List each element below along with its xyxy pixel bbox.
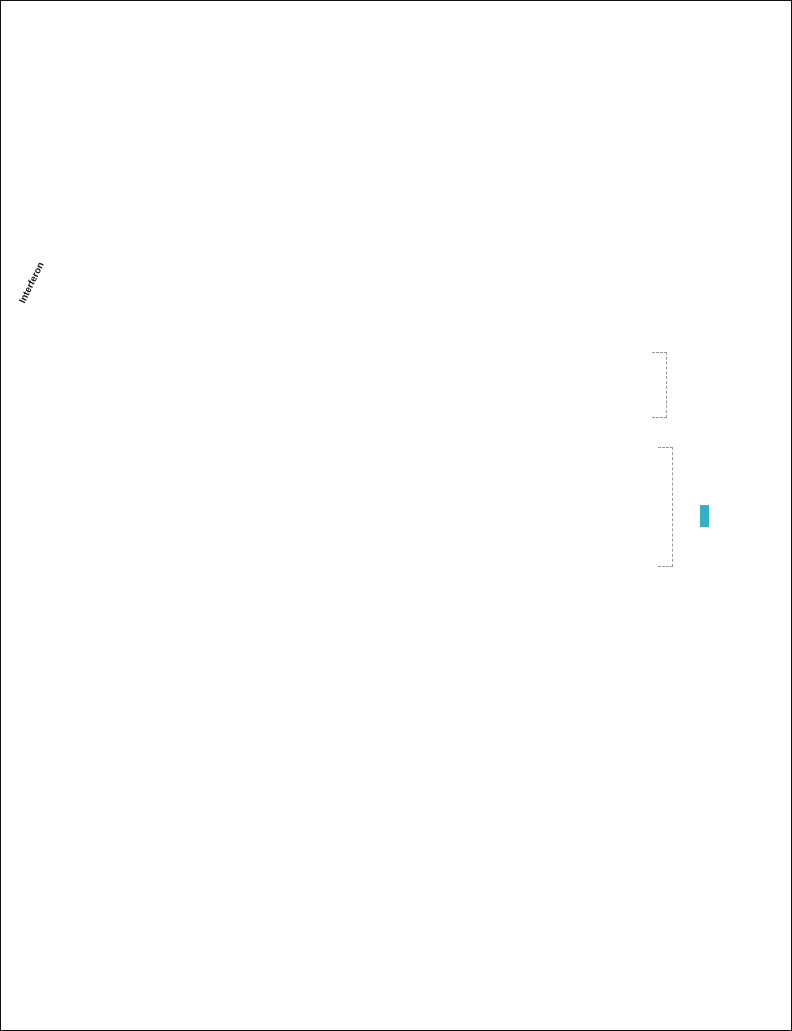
arc-label-chemokines: Chemokines	[409, 74, 473, 132]
arc-label-interferon: Interferon	[17, 260, 46, 305]
arc-label-tnf-family: TNF Family	[226, 32, 293, 51]
legend-ring-fan	[498, 398, 616, 578]
matched-immune-swatch	[700, 505, 709, 527]
network-diagram	[0, 630, 792, 1030]
arc-label-interleukins: Interleukins	[63, 136, 104, 196]
circos-plot: TNF Family Chemokines Other Cytokines In…	[8, 18, 548, 578]
legend-sample-bracket	[652, 352, 667, 418]
arc-label-other-cytokines: Other Cytokines	[237, 469, 333, 488]
arc-label-tgfb-family: TGFb Family	[132, 53, 193, 104]
fan-svg	[498, 398, 616, 573]
legend-matched-immune-cell	[700, 505, 717, 527]
legend-immune-bracket	[658, 447, 673, 567]
network-svg	[0, 630, 792, 1030]
circos-svg: TNF Family Chemokines Other Cytokines In…	[17, 32, 473, 488]
